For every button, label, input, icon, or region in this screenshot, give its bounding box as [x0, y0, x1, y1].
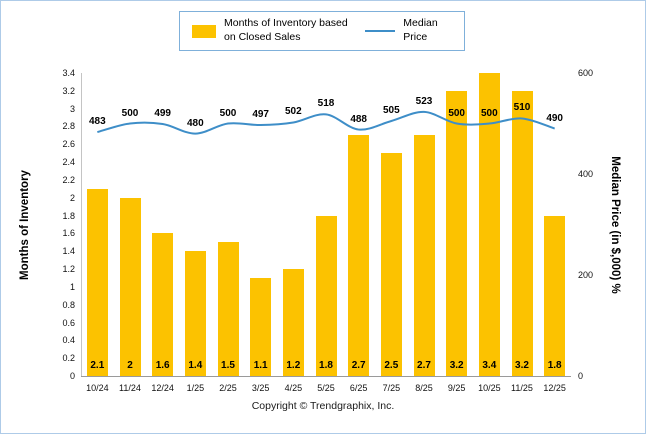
inventory-bar — [217, 242, 239, 376]
inventory-bar — [478, 73, 500, 376]
x-tick-label: 10/24 — [86, 383, 109, 393]
inventory-bar-label: 1.2 — [286, 360, 301, 371]
median-price-label: 510 — [513, 102, 531, 114]
inventory-bar-label: 3.2 — [515, 360, 529, 371]
inventory-bar-label: 2 — [127, 360, 133, 371]
y-tick-label: 0.2 — [62, 353, 75, 364]
x-tick-label: 3/25 — [251, 383, 270, 393]
y-tick-label: 3.2 — [62, 85, 75, 96]
x-axis-line — [81, 376, 571, 377]
y-tick-label: 1 — [69, 281, 75, 292]
inventory-bar — [380, 153, 402, 376]
y-axis-line — [81, 73, 82, 376]
x-tick-label: 11/25 — [511, 383, 533, 393]
y-tick-label: 0 — [69, 371, 75, 381]
inventory-bar — [282, 269, 304, 376]
x-tick-label: 5/25 — [317, 383, 335, 393]
left-axis-title: Months of Inventory — [19, 170, 31, 280]
x-tick-label: 7/25 — [382, 383, 401, 393]
median-price-label: 518 — [317, 98, 335, 110]
x-tick-label: 4/25 — [284, 383, 303, 393]
inventory-bar-label: 2.7 — [351, 360, 366, 371]
y-tick-label: 2 — [69, 192, 75, 203]
x-tick-label: 10/25 — [478, 383, 501, 393]
median-price-label: 497 — [252, 109, 269, 120]
median-price-label: 499 — [154, 108, 171, 119]
inventory-bar — [86, 188, 108, 376]
inventory-bar-label: 1.6 — [155, 360, 170, 371]
inventory-bar-label: 1.1 — [253, 360, 268, 371]
x-tick-label: 8/25 — [415, 383, 433, 393]
inventory-bar-label: 2.1 — [90, 360, 105, 371]
x-tick-label: 1/25 — [186, 383, 205, 393]
inventory-bar-label: 3.4 — [482, 360, 497, 371]
y-tick-label: 1.6 — [62, 228, 75, 239]
inventory-bar-label: 1.8 — [319, 360, 333, 371]
y-tick-label: 2.8 — [62, 121, 75, 132]
right-tick-label: 600 — [578, 68, 594, 78]
y-tick-label: 0.6 — [62, 317, 75, 328]
median-price-label: 502 — [284, 106, 302, 118]
y-tick-label: 3.4 — [62, 68, 75, 78]
x-tick-label: 6/25 — [349, 383, 368, 393]
inventory-bar — [152, 233, 174, 376]
y-tick-label: 2.6 — [62, 139, 75, 150]
right-tick-label: 400 — [578, 169, 594, 179]
median-price-label: 488 — [350, 113, 367, 125]
median-price-label: 500 — [480, 107, 498, 119]
inventory-bar — [511, 90, 533, 376]
median-price-label: 505 — [382, 104, 400, 116]
right-tick-label: 0 — [578, 371, 584, 381]
median-price-label: 523 — [415, 95, 433, 107]
inventory-bar-label: 1.4 — [188, 360, 203, 371]
median-price-label: 500 — [121, 107, 139, 119]
x-tick-label: 11/24 — [119, 383, 141, 393]
y-tick-label: 0.4 — [62, 335, 75, 346]
inventory-bar-label: 1.5 — [221, 360, 235, 371]
median-price-label: 483 — [88, 116, 106, 128]
bar-swatch-icon — [192, 24, 216, 38]
y-tick-label: 2.4 — [62, 157, 75, 168]
inventory-bar — [184, 251, 206, 376]
inventory-bar — [413, 135, 435, 376]
median-price-label: 490 — [546, 112, 563, 124]
inventory-bar — [250, 277, 272, 376]
right-axis-title: Median Price (in $,000) % — [609, 156, 621, 294]
legend-label-median-price: Median Price — [403, 17, 438, 43]
inventory-bar — [348, 135, 370, 376]
right-tick-label: 200 — [578, 270, 594, 280]
median-price-label: 500 — [448, 107, 465, 119]
x-tick-label: 2/25 — [219, 383, 237, 393]
x-tick-label: 12/24 — [151, 383, 174, 393]
y-tick-label: 3 — [69, 103, 75, 114]
x-tick-label: 9/25 — [447, 383, 466, 393]
inventory-bar-label: 2.7 — [417, 360, 431, 371]
inventory-bar — [119, 197, 141, 376]
inventory-bar-label: 1.8 — [547, 360, 562, 371]
inventory-bar — [315, 215, 337, 376]
legend-item-median-price: Median Price — [365, 17, 452, 44]
y-tick-label: 1.2 — [62, 264, 75, 275]
y-tick-label: 1.8 — [62, 210, 75, 221]
inventory-bar — [446, 90, 468, 376]
median-price-label: 480 — [186, 117, 204, 129]
legend-item-inventory: Months of Inventory based on Closed Sale… — [192, 17, 349, 44]
median-price-label: 500 — [219, 107, 237, 119]
inventory-bar-label: 3.2 — [449, 360, 464, 371]
inventory-bar — [544, 215, 566, 376]
x-tick-label: 12/25 — [543, 383, 566, 393]
y-tick-label: 1.4 — [62, 246, 75, 257]
legend-label-inventory: Months of Inventory based on Closed Sale… — [224, 17, 348, 43]
legend: Months of Inventory based on Closed Sale… — [179, 11, 465, 51]
inventory-bar-label: 2.5 — [384, 360, 399, 371]
copyright: Copyright © Trendgraphix, Inc. — [251, 400, 395, 412]
y-tick-label: 2.2 — [62, 174, 75, 185]
y-tick-label: 0.8 — [62, 299, 75, 310]
line-swatch-icon — [365, 30, 396, 32]
